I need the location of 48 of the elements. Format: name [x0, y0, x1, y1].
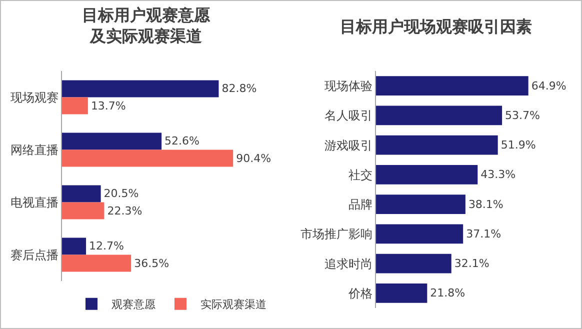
data-label: 43.3%: [480, 168, 516, 182]
y-tick-label: 网络直播: [10, 142, 59, 157]
y-tick-label: 社交: [348, 168, 373, 182]
bar: [62, 150, 234, 167]
data-label: 64.9%: [531, 79, 566, 92]
y-tick-label: 名人吸引: [324, 108, 373, 123]
data-label: 12.7%: [89, 240, 124, 253]
bar: [62, 238, 86, 255]
bar: [376, 224, 464, 244]
y-tick-label: 现场观赛: [10, 90, 59, 104]
y-tick-label: 赛后点播: [10, 248, 59, 262]
bar: [62, 97, 88, 114]
data-label: 82.8%: [222, 82, 257, 96]
bar: [376, 135, 498, 155]
chart-title: 目标用户现场观赛吸引因素: [340, 16, 532, 36]
bar: [62, 132, 162, 150]
y-tick-label: 现场体验: [324, 79, 373, 94]
data-label: 22.3%: [107, 204, 142, 218]
data-label: 21.8%: [430, 286, 466, 300]
data-label: 37.1%: [466, 227, 502, 240]
bar: [62, 185, 101, 202]
legend-label: 观赛意愿: [112, 298, 156, 312]
bar: [376, 284, 428, 303]
data-label: 32.1%: [454, 257, 490, 270]
bar: [376, 165, 478, 184]
y-tick-label: 游戏吸引: [324, 138, 373, 152]
bar: [62, 80, 219, 98]
data-label: 53.7%: [505, 108, 540, 122]
data-label: 13.7%: [90, 99, 126, 112]
y-tick-label: 价格: [348, 286, 373, 300]
data-label: 20.5%: [104, 187, 139, 200]
data-label: 51.9%: [500, 138, 536, 152]
chart-title: 目标用户观赛意愿及实际观赛渠道: [82, 6, 211, 46]
y-tick-label: 市场推广影响: [300, 227, 373, 242]
data-label: 90.4%: [236, 152, 272, 165]
legend-label: 实际观赛渠道: [200, 298, 266, 312]
data-label: 52.6%: [164, 134, 200, 148]
data-label: 38.1%: [468, 198, 504, 211]
y-tick-label: 品牌: [348, 198, 373, 212]
data-label: 36.5%: [134, 256, 170, 270]
bar: [376, 76, 528, 96]
bar: [376, 194, 466, 214]
bar: [376, 254, 452, 274]
bar: [376, 106, 502, 126]
bar: [62, 202, 104, 220]
y-tick-label: 追求时尚: [324, 256, 373, 271]
bar: [62, 254, 132, 272]
y-tick-label: 电视直播: [10, 195, 59, 210]
